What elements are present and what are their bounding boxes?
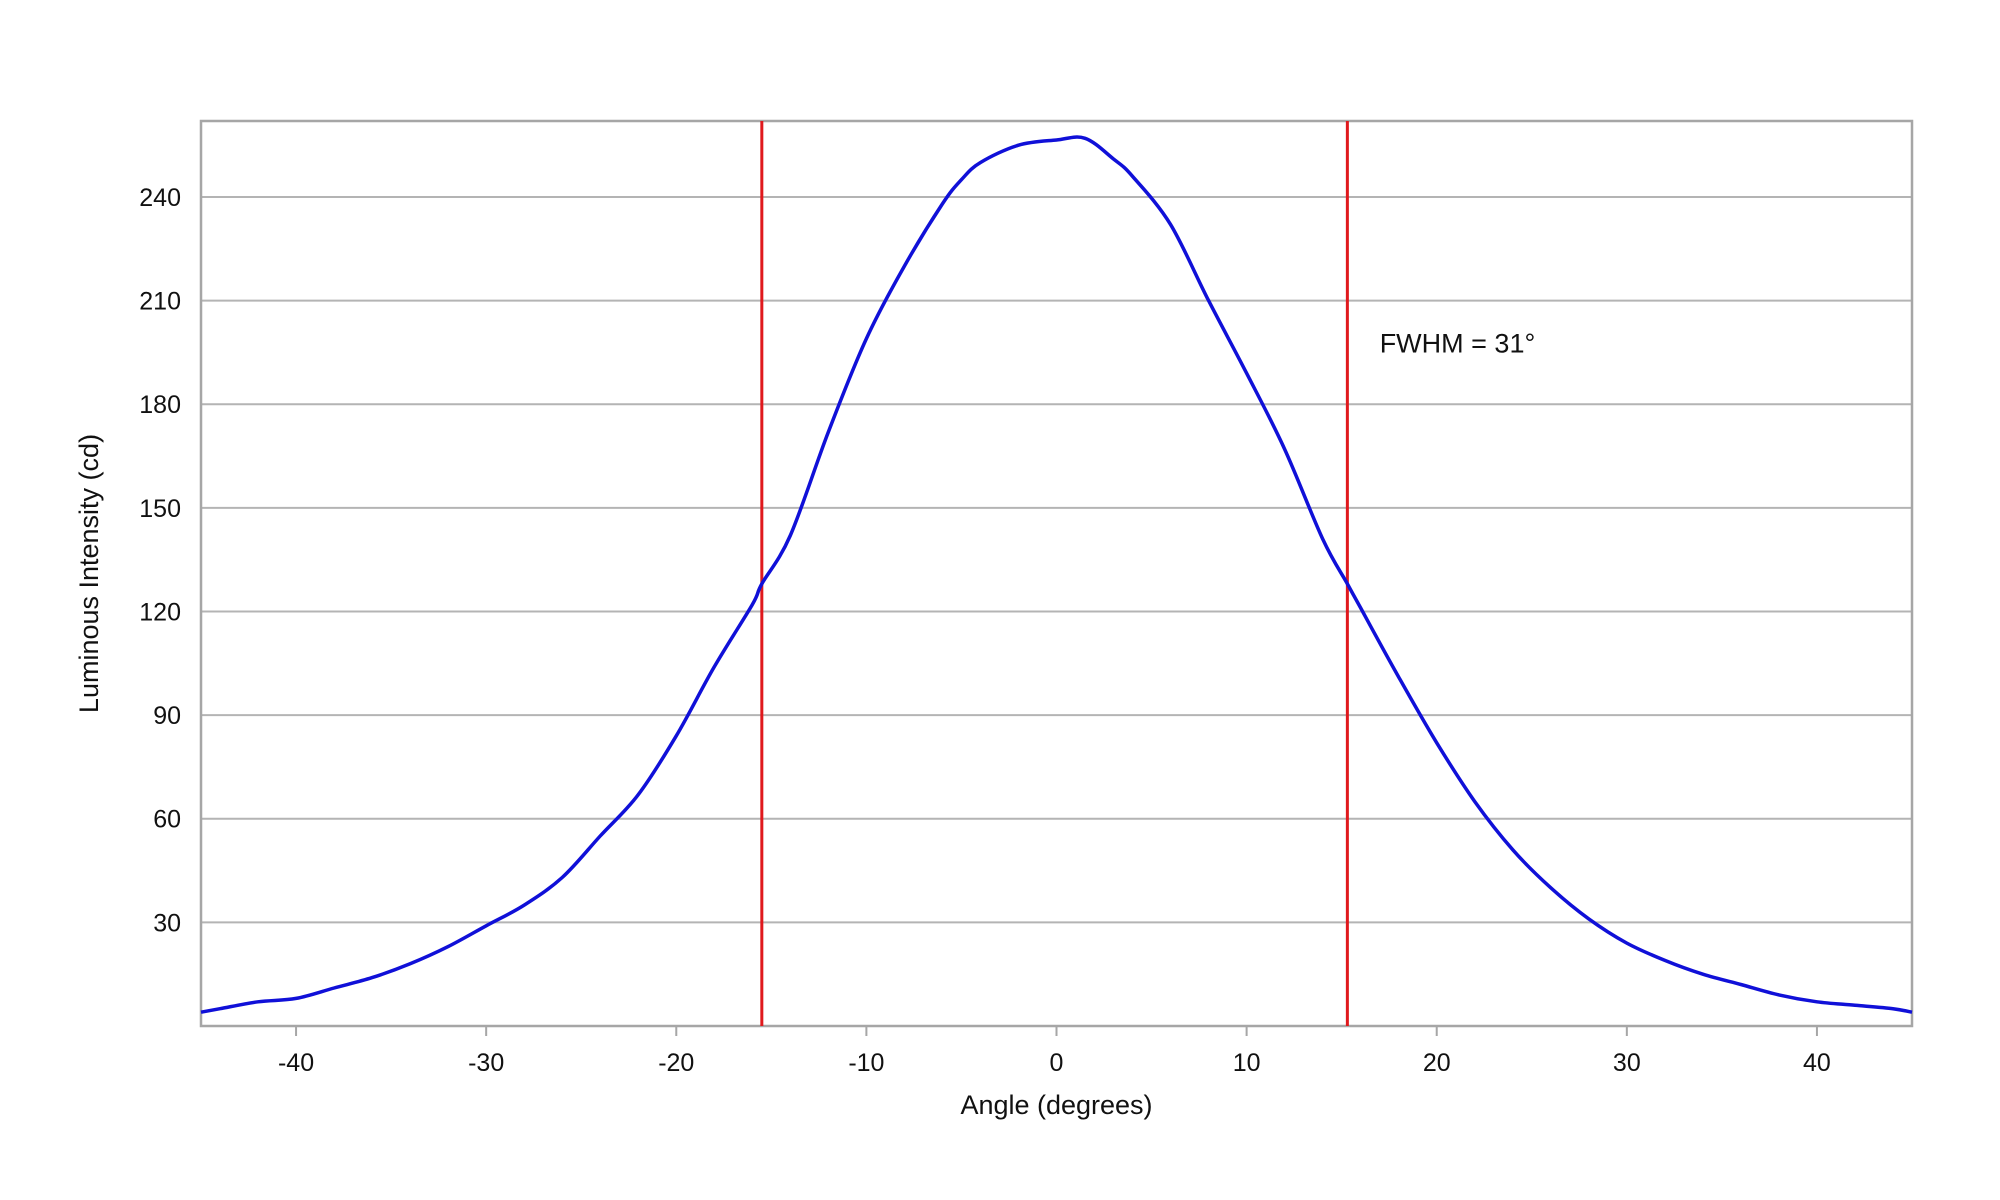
y-tick-label: 120 — [139, 598, 181, 626]
x-tick-label: -30 — [468, 1049, 504, 1077]
x-axis-ticks: -40 -30 -20 -10 0 10 20 30 40 — [278, 1026, 1831, 1077]
y-tick-label: 90 — [153, 702, 181, 730]
y-axis-ticks: 30 60 90 120 150 180 210 240 — [139, 184, 181, 937]
reference-lines — [760, 121, 1349, 1026]
y-tick-label: 210 — [139, 288, 181, 316]
y-tick-label: 240 — [139, 184, 181, 212]
x-tick-label: -40 — [278, 1049, 314, 1077]
x-tick-label: 20 — [1423, 1049, 1451, 1077]
x-tick-label: -10 — [848, 1049, 884, 1077]
y-tick-label: 60 — [153, 806, 181, 834]
x-tick-label: 40 — [1803, 1049, 1831, 1077]
annotations: FWHM = 31° — [1380, 328, 1536, 358]
intensity-curve — [200, 135, 1913, 1014]
x-axis-title: Angle (degrees) — [960, 1090, 1152, 1120]
fwhm-annotation: FWHM = 31° — [1380, 328, 1536, 358]
y-axis-title: Luminous Intensity (cd) — [74, 434, 104, 713]
y-tick-label: 180 — [139, 391, 181, 419]
x-tick-label: 30 — [1613, 1049, 1641, 1077]
x-tick-label: 0 — [1050, 1049, 1064, 1077]
x-tick-label: -20 — [658, 1049, 694, 1077]
series-layer — [200, 135, 1913, 1014]
grid-lines — [201, 195, 1912, 924]
y-tick-label: 30 — [153, 909, 181, 937]
x-tick-label: 10 — [1233, 1049, 1261, 1077]
y-tick-label: 150 — [139, 495, 181, 523]
